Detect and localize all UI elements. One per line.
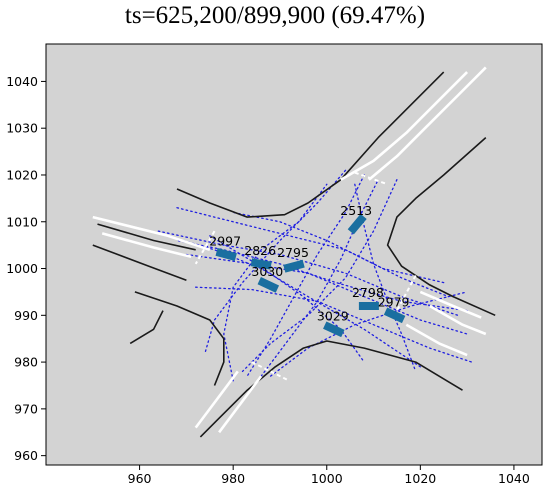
lane-marking <box>429 304 487 336</box>
trajectory-path <box>209 235 365 363</box>
vehicle-label: 3030 <box>251 264 283 279</box>
vehicle-label: 2979 <box>378 294 410 309</box>
y-tick-label: 990 <box>14 308 38 323</box>
trajectory-path <box>260 179 379 377</box>
vehicle-box <box>283 259 305 273</box>
x-tick-label: 980 <box>221 471 245 484</box>
lane-marking <box>419 290 482 319</box>
road-edge <box>97 223 196 251</box>
vehicle-box <box>383 307 406 324</box>
road-edge <box>92 244 187 281</box>
x-tick-label: 1020 <box>404 471 436 484</box>
vehicle-box <box>347 213 367 235</box>
y-tick-label: 1040 <box>6 74 38 89</box>
vehicle-box <box>215 248 237 261</box>
stop-line <box>194 230 216 265</box>
x-tick-label: 1040 <box>498 471 530 484</box>
vehicle-2513 <box>347 213 367 235</box>
y-tick-label: 980 <box>14 355 38 370</box>
vehicle-3030 <box>257 277 280 293</box>
vehicle-label: 3029 <box>317 308 349 323</box>
vehicle-2826 <box>250 258 272 270</box>
stop-line <box>354 171 388 186</box>
lane-marking <box>368 66 487 181</box>
vehicle-label: 2795 <box>277 245 309 260</box>
road-edge <box>386 137 496 317</box>
vehicle-2979 <box>383 307 406 324</box>
chart-title: ts=625,200/899,900 (69.47%) <box>124 2 426 29</box>
vehicle-label: 2997 <box>209 234 241 249</box>
vehicle-2798 <box>358 302 379 310</box>
trajectory-path <box>241 179 398 373</box>
x-tick-label: 960 <box>128 471 152 484</box>
road-edge <box>129 310 164 345</box>
road-edge <box>176 71 445 218</box>
axes-layer: 960 980 1000 1020 1040 960 970 980 990 1000 1010 10… <box>6 43 543 484</box>
y-tick-label: 1020 <box>6 167 38 182</box>
road-edge-layer <box>92 71 496 438</box>
trajectory-path <box>223 183 328 382</box>
vehicle-box <box>257 277 280 293</box>
x-tick-label: 1000 <box>311 471 343 484</box>
trajectory-path <box>246 174 365 377</box>
lane-marking-layer <box>92 66 487 434</box>
vehicle-label: 2513 <box>340 203 372 218</box>
lane-marking <box>218 375 263 434</box>
road-edge <box>134 291 225 386</box>
trajectory-path <box>269 291 468 377</box>
lane-marking <box>194 370 239 429</box>
vehicle-2997 <box>215 248 237 261</box>
plot-frame <box>45 43 543 466</box>
trajectory-path <box>176 207 450 298</box>
y-tick-label: 970 <box>14 401 38 416</box>
trajectory-path <box>157 230 459 316</box>
y-tick-label: 1000 <box>6 261 38 276</box>
lane-marking <box>92 215 211 252</box>
vehicle-label: 2798 <box>352 285 384 300</box>
lane-marking <box>340 71 469 181</box>
y-tick-label: 1030 <box>6 121 38 136</box>
vehicle-3029 <box>323 321 345 338</box>
road-edge <box>199 340 463 438</box>
vehicle-box <box>323 321 345 338</box>
plot-area <box>46 44 542 465</box>
trajectory-path <box>195 286 473 363</box>
lane-marking <box>101 232 192 259</box>
lane-marking <box>405 323 468 357</box>
trajectory-path <box>176 239 468 312</box>
trajectory-path <box>354 183 417 373</box>
vehicle-box <box>250 258 272 270</box>
vehicle-2795 <box>283 259 305 273</box>
y-tick-label: 1010 <box>6 214 38 229</box>
vehicle-box <box>358 302 379 310</box>
vehicle-label: 2826 <box>244 243 276 258</box>
y-tick-label: 960 <box>14 448 38 463</box>
